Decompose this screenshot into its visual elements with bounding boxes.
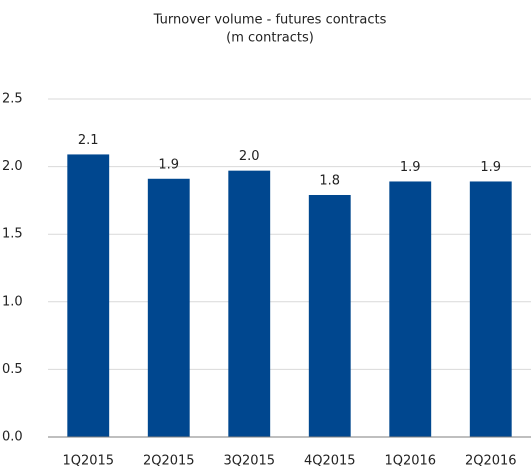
data-label: 1.9 (480, 160, 501, 175)
x-tick-label: 4Q2015 (304, 454, 356, 469)
bar (228, 170, 271, 437)
y-tick-label: 0.0 (2, 430, 23, 445)
x-tick-label: 2Q2015 (143, 454, 195, 469)
x-tick-label: 1Q2016 (384, 454, 436, 469)
bar (469, 181, 512, 437)
x-tick-label: 2Q2016 (465, 454, 517, 469)
bar (147, 178, 190, 437)
data-label: 1.8 (319, 173, 340, 188)
x-tick-label: 3Q2015 (223, 454, 275, 469)
x-tick-label: 1Q2015 (62, 454, 114, 469)
y-tick-label: 0.5 (2, 362, 23, 377)
chart-title: Turnover volume - futures contracts (153, 13, 387, 28)
data-label: 2.0 (239, 149, 260, 164)
y-tick-label: 1.5 (2, 227, 23, 242)
bar (308, 194, 351, 437)
data-label: 1.9 (158, 157, 179, 172)
data-label: 1.9 (400, 160, 421, 175)
data-label: 2.1 (78, 133, 99, 148)
bar (389, 181, 432, 437)
y-tick-label: 2.0 (2, 159, 23, 174)
bar (67, 154, 110, 437)
y-tick-label: 2.5 (2, 92, 23, 107)
chart-subtitle: (m contracts) (226, 31, 314, 46)
y-tick-label: 1.0 (2, 294, 23, 309)
